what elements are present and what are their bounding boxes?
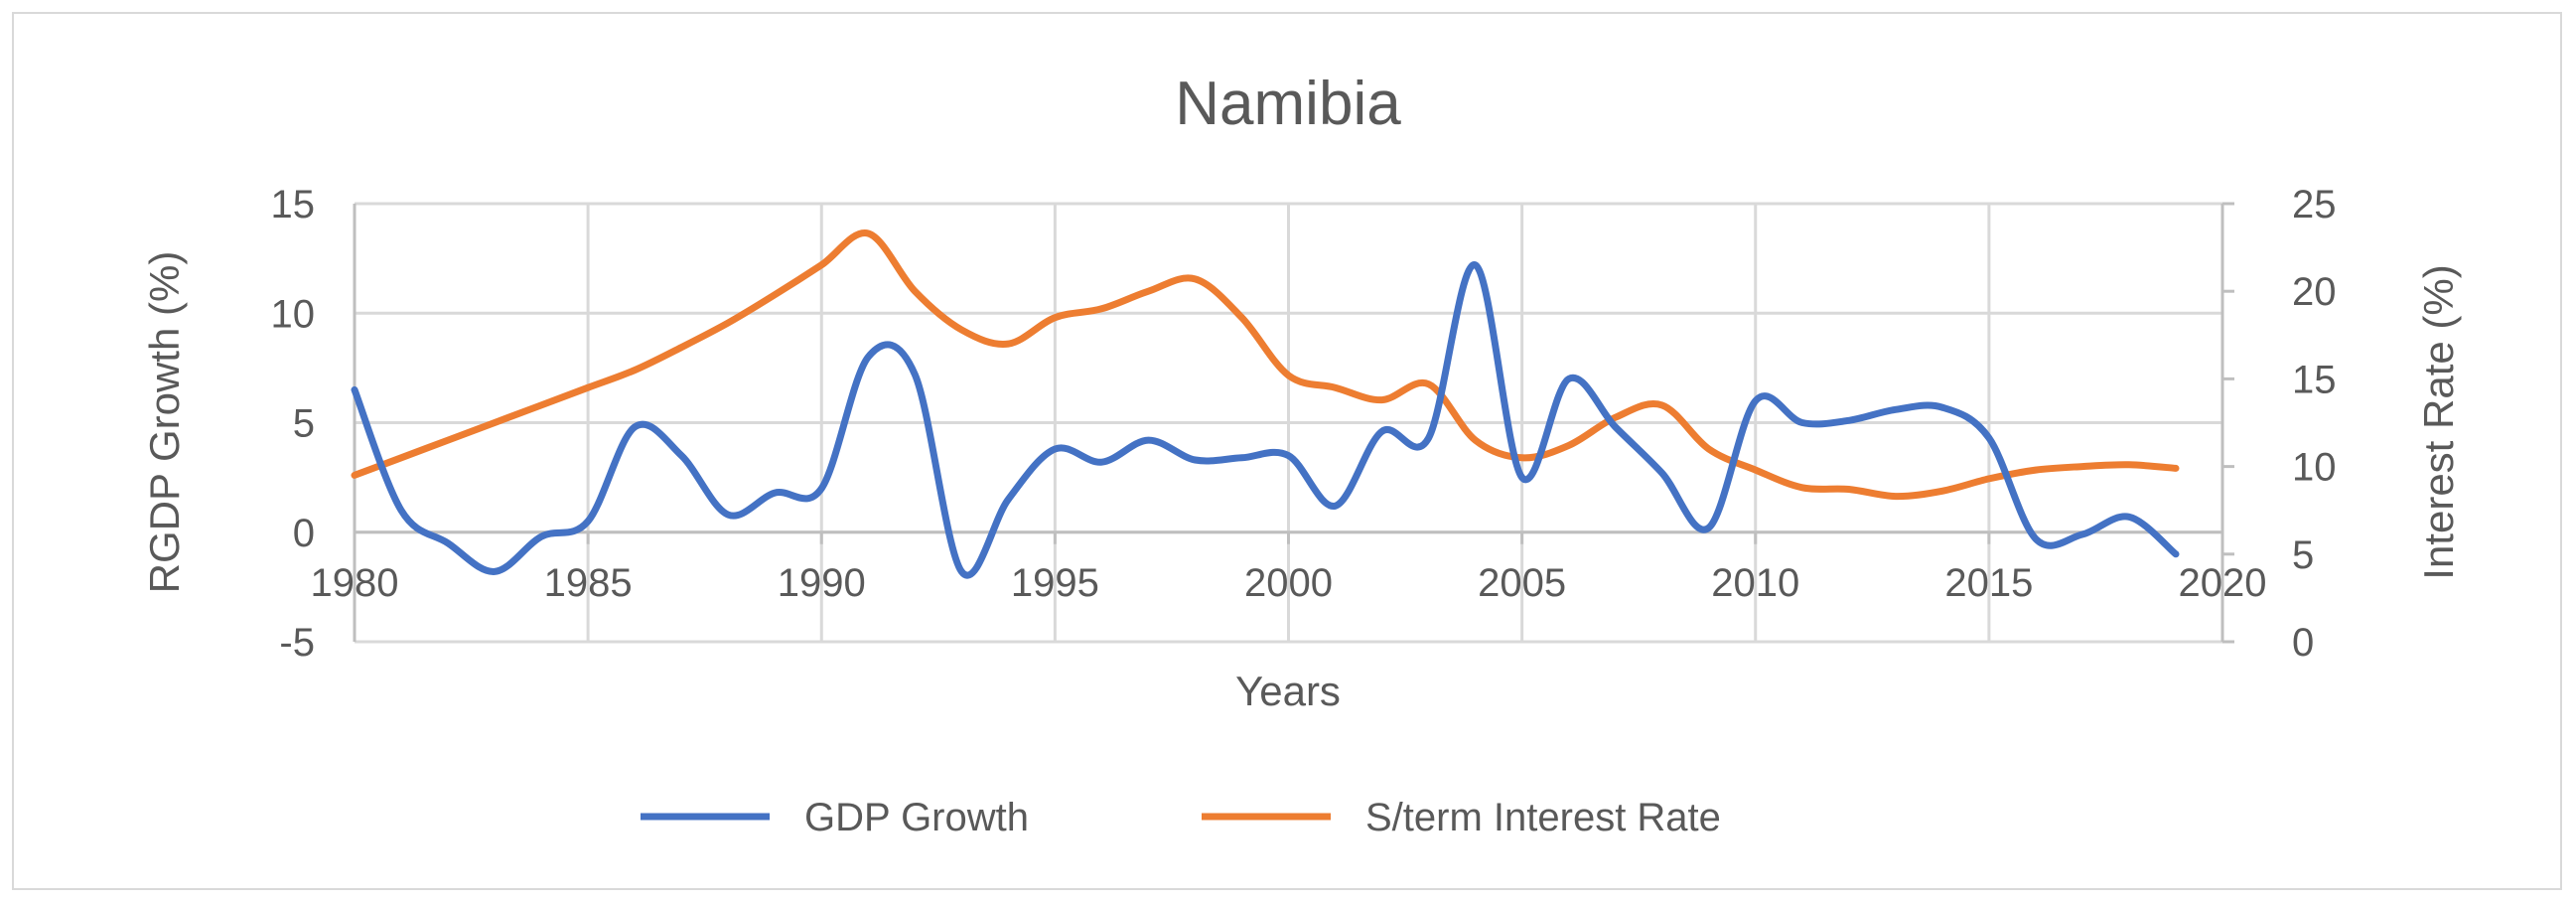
x-tick-label: 2020 — [2179, 561, 2267, 605]
x-tick-label: 2005 — [1478, 561, 1566, 605]
y2-tick-label: 20 — [2292, 270, 2337, 314]
y-tick-label: 5 — [293, 402, 315, 446]
legend-label-interest: S/term Interest Rate — [1365, 796, 1721, 839]
x-tick-label: 1995 — [1011, 561, 1099, 605]
chart-title: Namibia — [1175, 70, 1401, 138]
y2-tick-label: 10 — [2292, 446, 2337, 490]
x-tick-label: 2000 — [1244, 561, 1333, 605]
y2-axis-title: Interest Rate (%) — [2415, 264, 2462, 579]
y-tick-label: 10 — [271, 292, 316, 336]
series-lines — [351, 229, 2180, 579]
axes — [353, 202, 2234, 644]
x-tick-label: 1990 — [778, 561, 866, 605]
x-axis-title: Years — [1235, 668, 1341, 714]
y2-tick-label: 15 — [2292, 358, 2337, 401]
legend-label-gdp: GDP Growth — [804, 796, 1029, 839]
legend: GDP Growth S/term Interest Rate — [641, 796, 1721, 839]
tick-labels: -5 0 5 10 15 0 5 10 15 20 25 1980 1985 1990 1995 2000 20… — [271, 183, 2337, 665]
series-line-interest-rate — [351, 229, 2180, 501]
x-tick-label: 2015 — [1944, 561, 2033, 605]
x-tick-label: 2010 — [1711, 561, 1799, 605]
y2-tick-label: 25 — [2292, 183, 2337, 226]
y-axis-title: RGDP Growth (%) — [141, 251, 188, 594]
x-tick-label: 1980 — [311, 561, 399, 605]
x-tick-label: 1985 — [544, 561, 633, 605]
y2-tick-label: 5 — [2292, 533, 2314, 577]
y2-tick-label: 0 — [2292, 621, 2314, 665]
y-tick-label: 0 — [293, 512, 315, 555]
y-tick-label: -5 — [279, 621, 315, 665]
y-tick-label: 15 — [271, 183, 316, 226]
series-line-gdp-growth — [351, 261, 2180, 579]
